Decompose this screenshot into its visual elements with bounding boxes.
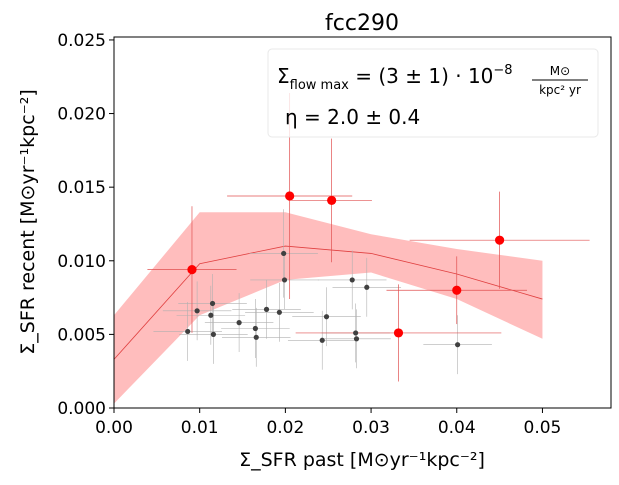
grey-point-1 [194, 308, 200, 314]
eta-text: η = 2.0 ± 0.4 [285, 105, 420, 129]
y-tick-label-4: 0.020 [57, 105, 106, 125]
grey-point-11 [281, 277, 288, 283]
grey-point-2 [208, 312, 214, 318]
grey-point-18 [455, 342, 461, 348]
y-tick-label-2: 0.010 [57, 252, 106, 272]
model-band-layer [114, 212, 543, 404]
chart-title: fcc290 [325, 11, 399, 36]
y-tick-label-3: 0.015 [57, 178, 106, 198]
red-point-0 [187, 265, 197, 275]
y-axis-label: Σ_SFR recent [M⊙yr⁻¹kpc⁻²] [17, 89, 39, 354]
grey-point-10 [281, 250, 287, 257]
formula-exponent: −8 [493, 63, 512, 78]
annotation-frame [267, 48, 599, 138]
x-ticks: 0.00 0.01 0.02 0.03 0.04 0.05 [95, 408, 561, 438]
grey-point-3 [209, 300, 216, 307]
red-point-3 [393, 328, 404, 338]
grey-point-15 [353, 330, 359, 336]
grey-point-8 [263, 306, 270, 312]
x-tick-label-2: 0.02 [266, 418, 304, 438]
grey-point-0 [185, 328, 191, 335]
red-point-1 [285, 191, 295, 201]
model-line-layer [113, 245, 543, 360]
y-tick-label-0: 0.000 [57, 399, 106, 419]
grey-point-7 [253, 334, 259, 340]
y-tick-label-5: 0.025 [57, 31, 106, 51]
red-point-4 [452, 285, 462, 295]
grey-point-5 [236, 320, 242, 326]
x-tick-label-0: 0.00 [95, 418, 133, 438]
annotation-box: Σflow max = (3 ± 1) · 10−8 M⊙ kpc² yr η … [267, 48, 599, 138]
red-point-2 [327, 195, 337, 206]
x-tick-label-5: 0.05 [524, 418, 562, 438]
grey-point-6 [252, 325, 258, 332]
x-tick-label-1: 0.01 [181, 418, 219, 438]
plot-frame [113, 36, 612, 409]
grey-point-17 [364, 284, 370, 290]
model-line [113, 245, 543, 360]
formula-middle: = (3 ± 1) · 10 [349, 64, 494, 88]
grey-point-12 [319, 337, 325, 343]
grey-point-13 [323, 314, 330, 320]
grey-point-16 [353, 336, 360, 342]
formula-denominator: kpc² yr [539, 83, 581, 97]
x-tick-label-4: 0.04 [438, 418, 476, 438]
y-tick-label-1: 0.005 [57, 325, 106, 345]
points-layer [185, 191, 505, 348]
formula-numerator: M⊙ [550, 64, 570, 78]
x-axis-label: Σ_SFR past [M⊙yr⁻¹kpc⁻²] [239, 449, 485, 471]
grey-point-14 [349, 277, 355, 283]
formula-sigma: Σ [277, 64, 290, 88]
grey-point-4 [210, 331, 216, 337]
model-uncertainty-band [114, 212, 543, 404]
red-point-5 [495, 235, 505, 245]
y-ticks: 0.000 0.005 0.010 0.015 0.020 0.025 [57, 31, 114, 419]
x-tick-label-3: 0.03 [352, 418, 390, 438]
formula-text: Σflow max = (3 ± 1) · 10−8 [277, 63, 513, 93]
formula-subscript: flow max [290, 78, 350, 93]
grey-point-9 [276, 309, 282, 315]
